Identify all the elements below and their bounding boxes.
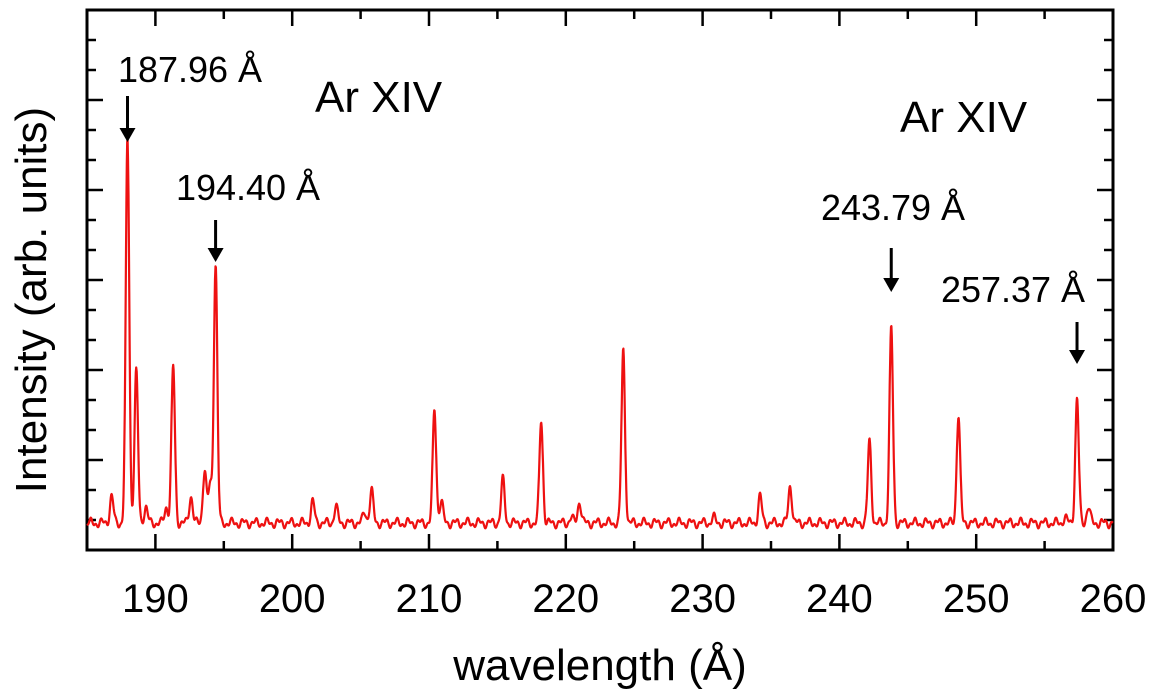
x-tick-label: 210 — [396, 577, 463, 621]
x-tick-label: 220 — [532, 577, 599, 621]
x-tick-label: 250 — [943, 577, 1010, 621]
peak-label: 194.40 Å — [176, 167, 320, 208]
ion-label-left: Ar XIV — [315, 73, 443, 122]
x-tick-label: 200 — [259, 577, 326, 621]
x-tick-labels: 190 200 210 220 230 240 250 260 — [122, 577, 1146, 621]
peak-annotations: 187.96 Å 194.40 Å 243.79 Å 257.37 Å — [118, 49, 1085, 364]
tick-marks — [85, 10, 1115, 550]
x-tick-label: 240 — [806, 577, 873, 621]
x-axis-title: wavelength (Å) — [452, 641, 746, 690]
peak-label: 187.96 Å — [118, 49, 262, 90]
arrow-head-icon — [883, 278, 900, 292]
x-tick-label: 260 — [1080, 577, 1147, 621]
x-tick-label: 230 — [669, 577, 736, 621]
peak-label: 257.37 Å — [941, 269, 1085, 310]
arrow-head-icon — [207, 248, 224, 262]
x-tick-label: 190 — [122, 577, 189, 621]
ion-label-right: Ar XIV — [900, 93, 1028, 142]
arrow-head-icon — [119, 128, 136, 142]
y-axis-title: Intensity (arb. units) — [7, 107, 56, 493]
peak-label: 243.79 Å — [821, 187, 965, 228]
arrow-head-icon — [1069, 350, 1086, 364]
spectrum-line — [86, 138, 1114, 530]
